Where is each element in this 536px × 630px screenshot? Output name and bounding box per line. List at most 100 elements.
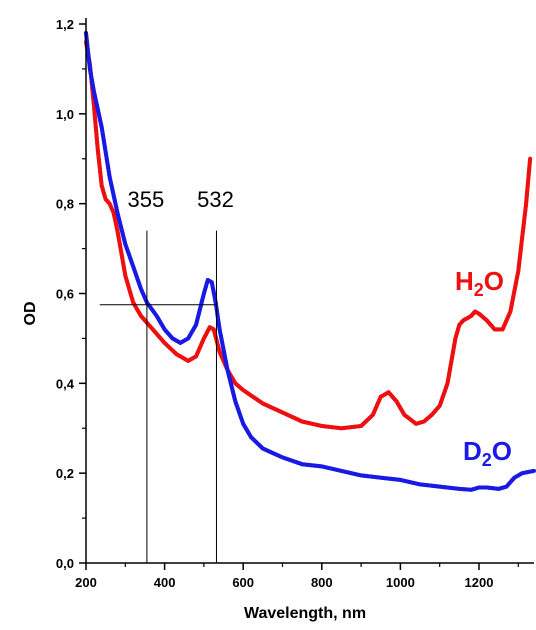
data-point — [113, 202, 118, 207]
data-point — [266, 404, 271, 409]
data-point — [121, 262, 126, 267]
data-point — [400, 478, 405, 483]
data-point — [306, 420, 311, 425]
data-point — [414, 421, 419, 426]
data-point — [120, 229, 125, 234]
data-point — [454, 331, 459, 336]
data-point — [86, 57, 91, 62]
data-point — [138, 286, 143, 291]
data-point — [195, 318, 200, 323]
data-point — [526, 179, 531, 184]
series-markers-h2o — [84, 40, 532, 431]
data-point — [439, 399, 444, 404]
data-point — [244, 427, 249, 432]
data-point — [439, 484, 444, 489]
data-point — [500, 327, 505, 332]
data-point — [107, 172, 112, 177]
data-point — [129, 296, 134, 301]
data-point — [134, 274, 139, 279]
data-point — [463, 317, 468, 322]
data-point — [304, 462, 309, 467]
data-point — [447, 370, 452, 375]
data-point — [445, 379, 450, 384]
data-point — [337, 425, 342, 430]
data-point — [524, 199, 529, 204]
data-point — [99, 123, 104, 128]
data-point — [270, 405, 275, 410]
data-point — [513, 281, 518, 286]
data-point — [452, 340, 457, 345]
data-point — [525, 188, 530, 193]
data-point — [514, 277, 519, 282]
data-point — [451, 347, 456, 352]
data-point — [264, 448, 269, 453]
data-point — [93, 123, 98, 128]
data-point — [95, 105, 100, 110]
data-point — [192, 324, 197, 329]
data-point — [196, 312, 201, 317]
series-label-d2o: D2O — [463, 436, 512, 470]
data-point — [521, 221, 526, 226]
data-point — [102, 144, 107, 149]
data-point — [524, 192, 529, 197]
data-point — [113, 219, 118, 224]
y-tick-label: 1,2 — [56, 17, 74, 32]
x-axis-title: Wavelength, nm — [244, 605, 366, 622]
data-point — [195, 316, 200, 321]
data-point — [93, 118, 98, 123]
data-point — [197, 308, 202, 313]
data-point — [378, 475, 383, 480]
data-point — [233, 401, 238, 406]
data-point — [108, 203, 113, 208]
data-point — [136, 278, 141, 283]
data-point — [131, 266, 136, 271]
data-point — [448, 485, 453, 490]
data-point — [199, 342, 204, 347]
data-point — [449, 355, 454, 360]
data-point — [228, 380, 233, 385]
data-point — [116, 212, 121, 217]
data-point — [280, 410, 285, 415]
x-tick-label: 1000 — [386, 575, 415, 590]
data-point — [129, 260, 134, 265]
data-point — [109, 181, 114, 186]
data-point — [113, 200, 118, 205]
data-point — [93, 98, 98, 103]
data-point — [117, 237, 122, 242]
data-point — [520, 229, 525, 234]
data-point — [515, 275, 520, 280]
data-point — [115, 228, 120, 233]
y-tick-label: 0,8 — [56, 197, 74, 212]
data-point — [426, 483, 431, 488]
data-point — [93, 116, 98, 121]
data-point — [298, 418, 303, 423]
data-point — [512, 288, 517, 293]
data-point — [120, 255, 125, 260]
data-point — [444, 385, 449, 390]
data-point — [510, 300, 515, 305]
data-point — [193, 322, 198, 327]
data-point — [96, 109, 101, 114]
data-point — [356, 472, 361, 477]
data-point — [95, 143, 100, 148]
data-point — [272, 406, 277, 411]
data-point — [446, 374, 451, 379]
data-point — [505, 315, 510, 320]
data-point — [450, 486, 455, 491]
data-point — [448, 364, 453, 369]
data-point — [289, 458, 294, 463]
data-point — [341, 425, 346, 430]
data-point — [125, 279, 130, 284]
data-point — [119, 251, 124, 256]
data-point — [97, 163, 102, 168]
data-point — [119, 248, 124, 253]
data-point — [98, 174, 103, 179]
data-point — [268, 405, 273, 410]
data-point — [459, 487, 464, 492]
data-point — [529, 469, 534, 474]
data-point — [123, 242, 128, 247]
data-point — [130, 298, 135, 303]
data-point — [517, 258, 522, 263]
data-point — [354, 472, 359, 477]
data-point — [212, 329, 217, 334]
